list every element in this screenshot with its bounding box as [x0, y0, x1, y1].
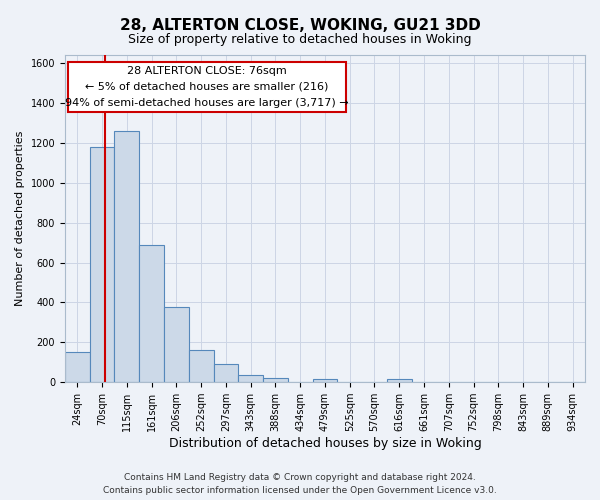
Bar — [139, 244, 164, 382]
Text: Contains HM Land Registry data © Crown copyright and database right 2024.
Contai: Contains HM Land Registry data © Crown c… — [103, 474, 497, 495]
Bar — [313, 379, 337, 382]
Text: 28 ALTERTON CLOSE: 76sqm
← 5% of detached houses are smaller (216)
94% of semi-d: 28 ALTERTON CLOSE: 76sqm ← 5% of detache… — [65, 66, 349, 108]
Bar — [189, 350, 214, 382]
Text: Size of property relative to detached houses in Woking: Size of property relative to detached ho… — [128, 32, 472, 46]
Y-axis label: Number of detached properties: Number of detached properties — [15, 131, 25, 306]
Bar — [238, 375, 263, 382]
Bar — [387, 379, 412, 382]
Text: 28, ALTERTON CLOSE, WOKING, GU21 3DD: 28, ALTERTON CLOSE, WOKING, GU21 3DD — [119, 18, 481, 32]
Bar — [263, 378, 288, 382]
Bar — [89, 147, 115, 382]
Bar — [164, 308, 189, 382]
Bar — [115, 131, 139, 382]
FancyBboxPatch shape — [68, 62, 346, 112]
Bar — [214, 364, 238, 382]
Bar — [65, 352, 89, 382]
X-axis label: Distribution of detached houses by size in Woking: Distribution of detached houses by size … — [169, 437, 481, 450]
